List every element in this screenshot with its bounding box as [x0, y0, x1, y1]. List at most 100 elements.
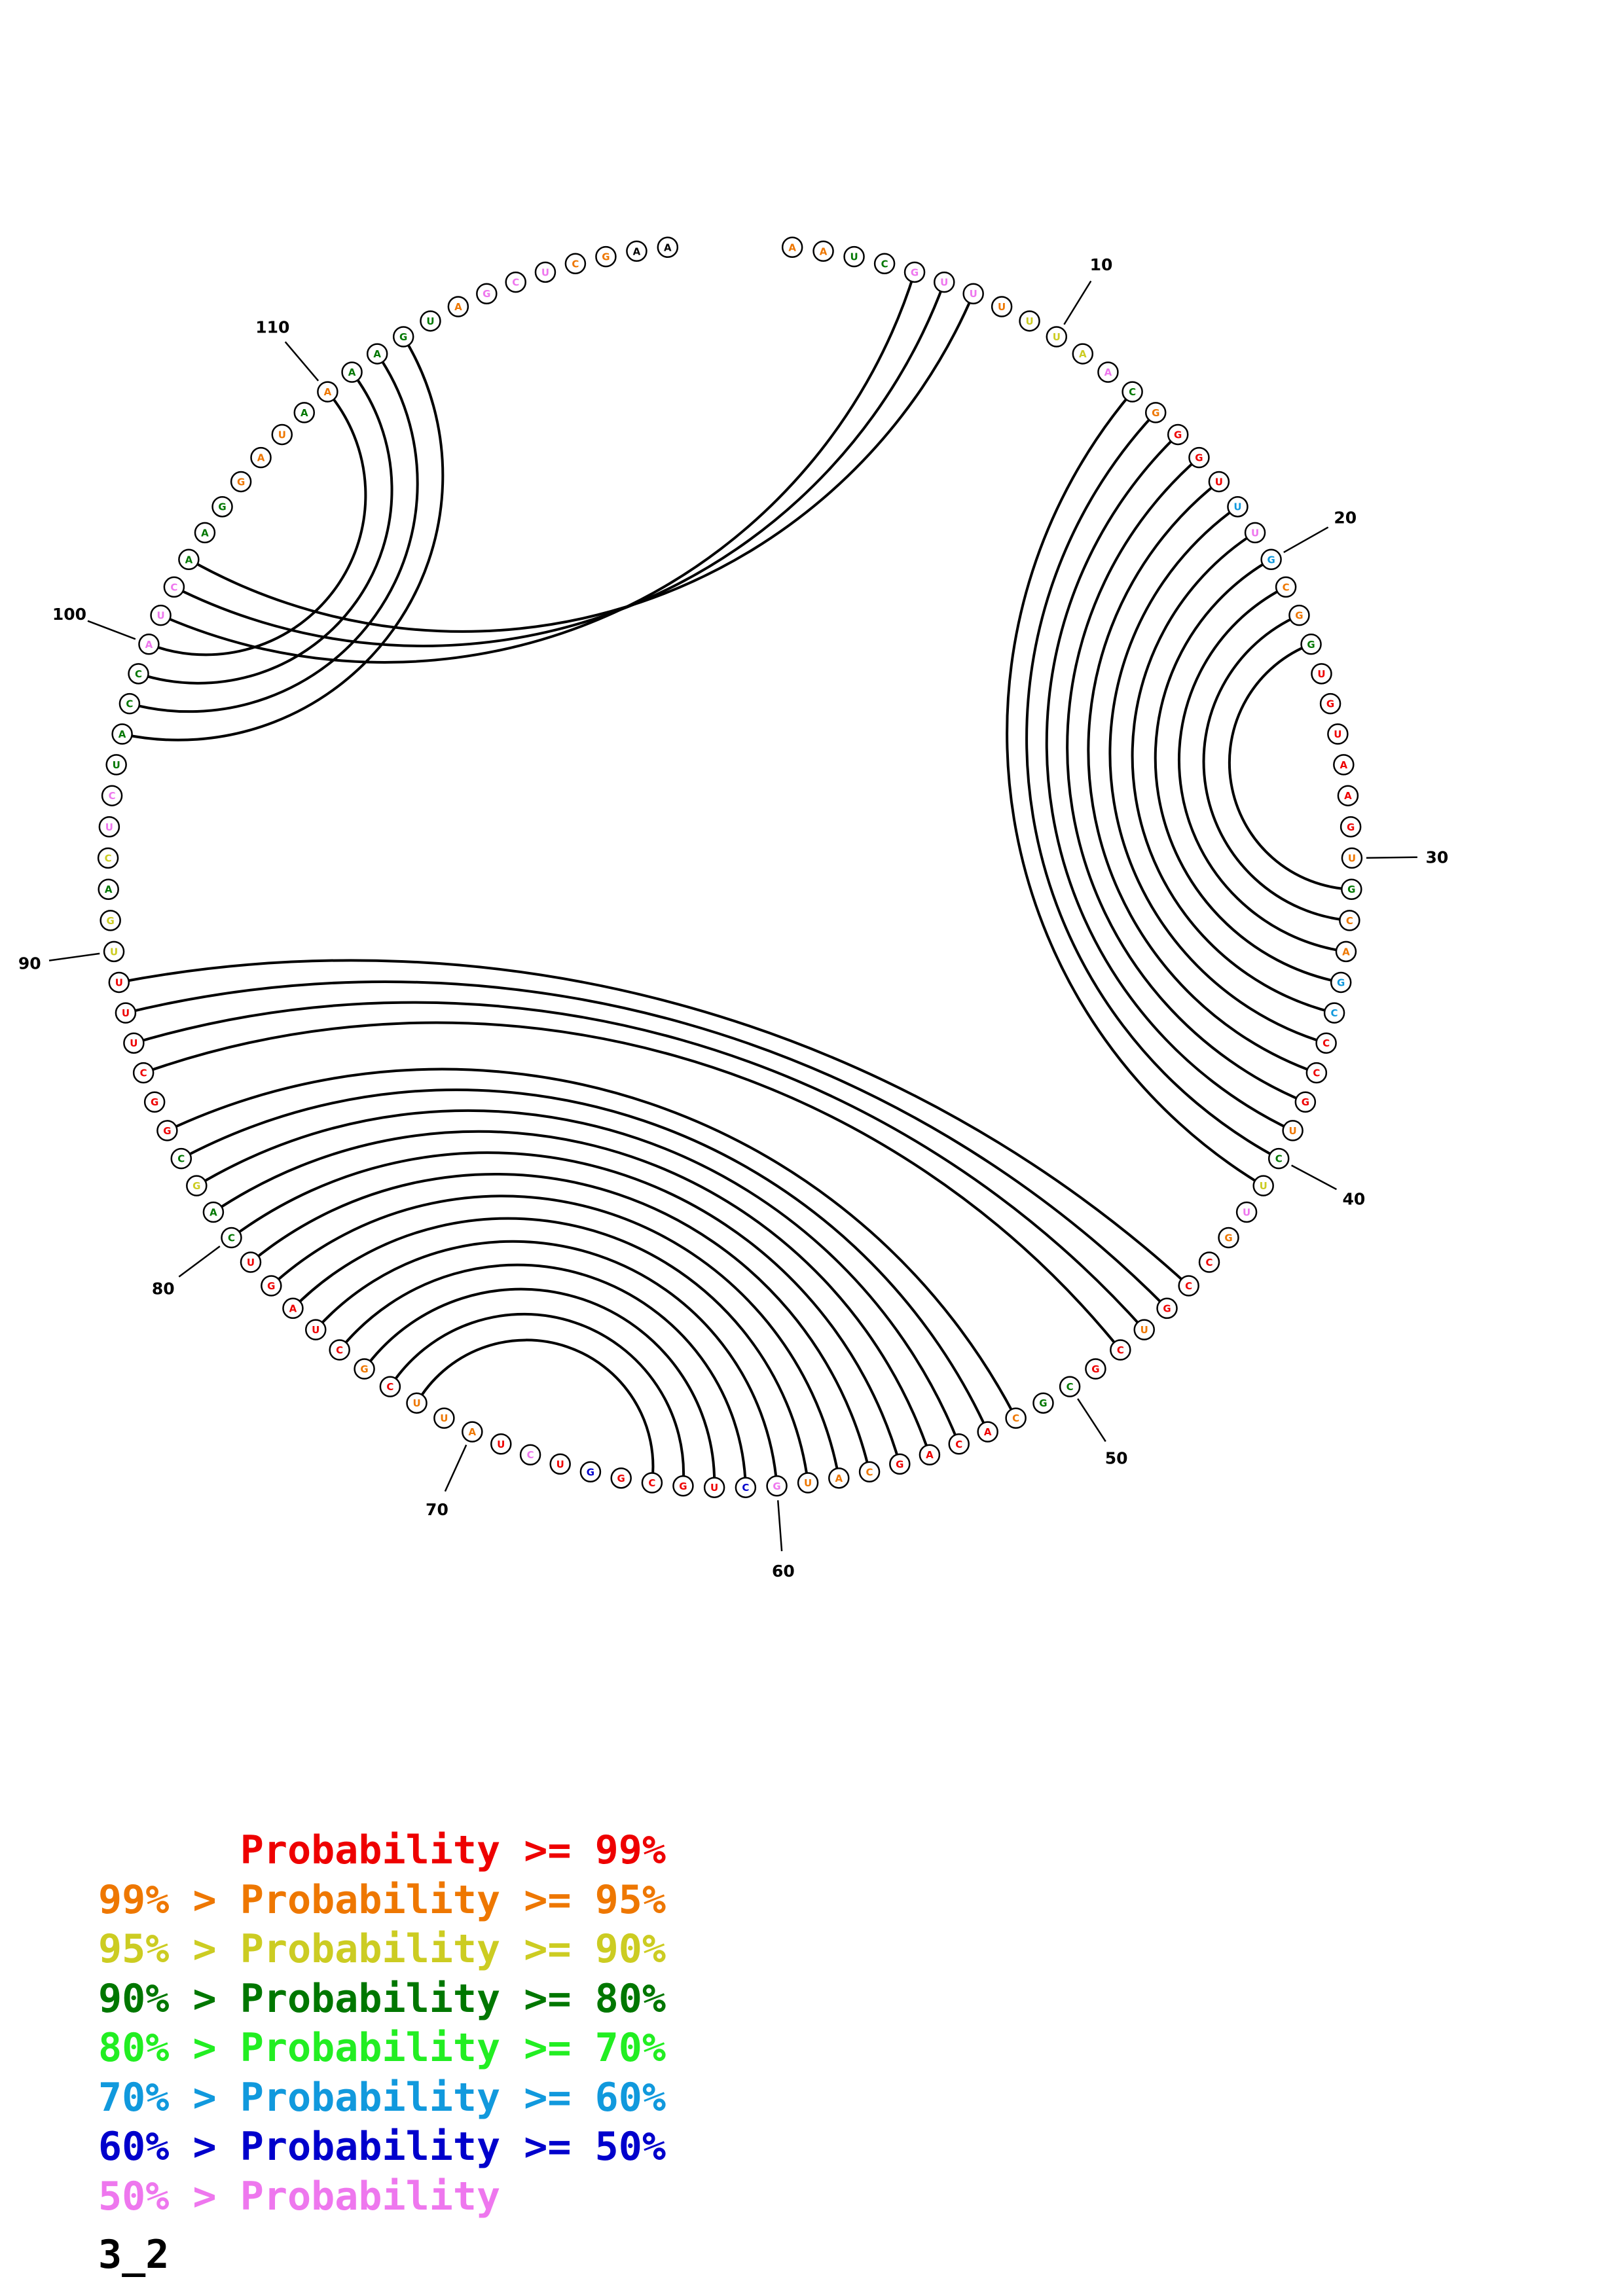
- svg-text:U: U: [122, 1007, 130, 1019]
- pair-arc-47-87: [133, 1001, 1146, 1331]
- pair-arc-53-83: [180, 1088, 989, 1433]
- pair-arc-55-81: [212, 1130, 931, 1456]
- nucleotide-99: C: [128, 663, 149, 685]
- nucleotide-31: G: [1341, 878, 1362, 900]
- nucleotide-101: U: [150, 604, 172, 626]
- svg-text:G: G: [1163, 1302, 1171, 1314]
- nucleotide-56: G: [889, 1453, 911, 1475]
- svg-text:A: A: [324, 386, 332, 398]
- svg-text:C: C: [140, 1067, 147, 1079]
- nucleotide-95: C: [101, 785, 123, 806]
- pair-arc-57-79: [249, 1172, 871, 1473]
- svg-text:G: G: [163, 1125, 171, 1137]
- svg-text:G: G: [1347, 821, 1355, 833]
- legend-row-7: 60% > Probability >= 50%: [98, 2124, 666, 2170]
- svg-text:G: G: [1337, 977, 1345, 988]
- pair-arc-16-38: [1066, 456, 1306, 1103]
- tick-line-100: [87, 620, 136, 640]
- svg-text:C: C: [135, 668, 142, 680]
- nucleotides: A A UCGUUUUUAACGGGUUUGCGGUGUAAGUGCAGCCCGUC…: [97, 236, 1363, 1498]
- tick-label-70: 70: [426, 1500, 448, 1519]
- svg-text:U: U: [130, 1037, 137, 1049]
- svg-text:G: G: [360, 1363, 368, 1375]
- svg-text:G: G: [1195, 452, 1203, 464]
- nucleotide-24: U: [1311, 663, 1332, 685]
- svg-text:G: G: [1347, 884, 1355, 895]
- svg-text:U: U: [1215, 476, 1223, 488]
- nucleotide-86: C: [132, 1062, 155, 1084]
- tick-label-60: 60: [772, 1562, 795, 1581]
- pair-arc-64-72: [415, 1338, 655, 1483]
- svg-text:G: G: [1267, 554, 1275, 565]
- nucleotide-61: C: [735, 1477, 757, 1498]
- nucleotide-48: C: [1110, 1339, 1131, 1361]
- tick-label-50: 50: [1105, 1449, 1128, 1468]
- nucleotide-10: U: [1046, 326, 1068, 348]
- nucleotide-117: C: [505, 271, 526, 293]
- nucleotide-105: G: [211, 495, 233, 518]
- svg-text:A: A: [257, 452, 265, 464]
- legend-row-6: 70% > Probability >= 60%: [98, 2074, 666, 2121]
- svg-text:A: A: [1104, 367, 1112, 378]
- nucleotide-104: A: [194, 522, 216, 544]
- svg-text:C: C: [512, 277, 519, 289]
- svg-text:U: U: [156, 610, 164, 622]
- pair-arc-56-80: [230, 1151, 902, 1465]
- nucleotide-35: C: [1323, 1002, 1345, 1024]
- nucleotide-87: U: [123, 1032, 145, 1054]
- nucleotide-12: A: [1097, 361, 1119, 383]
- nucleotide-34: G: [1330, 971, 1352, 994]
- svg-text:U: U: [1348, 852, 1356, 864]
- svg-text:A: A: [469, 1426, 477, 1438]
- tick-label-20: 20: [1334, 509, 1357, 528]
- svg-text:G: G: [1224, 1232, 1232, 1244]
- svg-text:C: C: [228, 1232, 235, 1244]
- svg-text:G: G: [1326, 698, 1334, 710]
- nucleotide-18: U: [1227, 495, 1249, 518]
- svg-text:C: C: [881, 258, 888, 270]
- svg-text:G: G: [1091, 1363, 1099, 1375]
- tick-line-80: [178, 1246, 221, 1278]
- svg-text:U: U: [110, 946, 118, 958]
- nucleotide-107: A: [250, 446, 272, 469]
- nucleotide-122: A: [657, 236, 679, 259]
- svg-text:U: U: [970, 288, 977, 300]
- pair-arc-52-84: [166, 1067, 1017, 1419]
- nucleotide-41: U: [1252, 1175, 1274, 1196]
- tick-label-90: 90: [18, 954, 41, 973]
- tick-label-10: 10: [1090, 255, 1113, 274]
- nucleotide-116: G: [476, 283, 498, 304]
- svg-text:U: U: [998, 301, 1006, 313]
- tick-label-40: 40: [1343, 1189, 1366, 1208]
- tick-line-20: [1283, 526, 1329, 554]
- nucleotide-4: C: [873, 253, 896, 275]
- tick-line-10: [1063, 280, 1092, 325]
- pair-arc-45-89: [119, 959, 1190, 1287]
- svg-text:G: G: [617, 1473, 625, 1484]
- svg-text:A: A: [633, 245, 641, 257]
- svg-text:U: U: [1243, 1206, 1250, 1218]
- svg-text:G: G: [151, 1096, 158, 1108]
- nucleotide-59: U: [797, 1472, 819, 1494]
- svg-text:C: C: [386, 1381, 393, 1393]
- pair-arc-98-112: [129, 353, 419, 713]
- nucleotide-75: C: [329, 1339, 350, 1361]
- svg-text:C: C: [1346, 915, 1353, 927]
- svg-text:C: C: [866, 1466, 873, 1478]
- nucleotide-36: C: [1315, 1032, 1337, 1054]
- legend-row-1: Probability >= 99%: [98, 1827, 666, 1873]
- nucleotide-65: G: [610, 1467, 632, 1489]
- pair-arc-60-76: [314, 1240, 778, 1486]
- svg-text:G: G: [399, 331, 407, 343]
- nucleotide-39: U: [1282, 1120, 1304, 1141]
- svg-text:G: G: [1295, 610, 1303, 622]
- svg-text:U: U: [1289, 1125, 1297, 1137]
- nucleotide-54: C: [948, 1433, 970, 1455]
- svg-text:G: G: [267, 1280, 275, 1292]
- nucleotide-49: G: [1085, 1358, 1106, 1380]
- svg-text:A: A: [201, 527, 209, 539]
- svg-text:U: U: [1025, 315, 1033, 327]
- svg-text:U: U: [1233, 501, 1241, 513]
- nucleotide-89: U: [108, 971, 130, 994]
